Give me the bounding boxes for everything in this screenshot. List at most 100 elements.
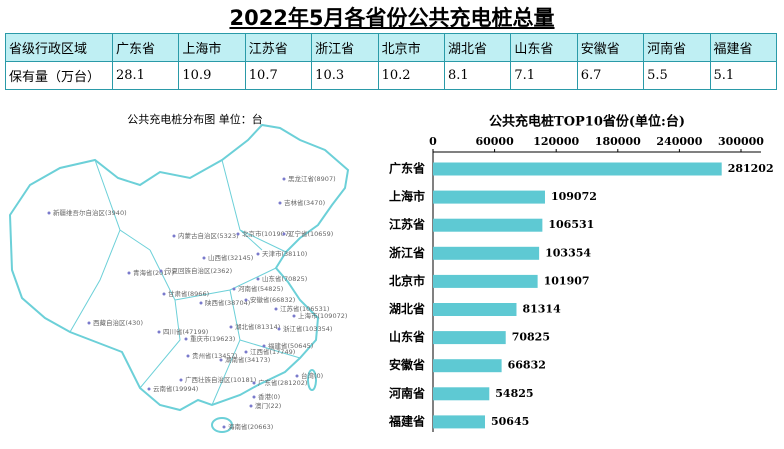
bar xyxy=(433,218,543,232)
bar xyxy=(433,359,502,373)
value-label: 106531 xyxy=(548,218,594,231)
table-cell: 北京市 xyxy=(377,33,445,62)
value-label: 70825 xyxy=(512,331,550,344)
map-label: 安徽省(66832) xyxy=(250,295,295,304)
map-borders xyxy=(69,159,301,406)
value-label: 101907 xyxy=(544,274,590,287)
map-dot xyxy=(244,350,248,354)
value-label: 50645 xyxy=(491,415,529,428)
table-cell: 湖北省 xyxy=(443,33,512,62)
value-label: 281202 xyxy=(728,162,774,175)
data-table: 省级行政区域 广东省 上海市 江苏省 浙江省 北京市 湖北省 山东省 安徽省 河南省 福建省 保有量（… xyxy=(5,33,778,90)
map-label: 河南省(54825) xyxy=(238,284,283,293)
map-dot xyxy=(295,374,299,378)
value-label: 81314 xyxy=(522,303,561,316)
map-dot xyxy=(159,269,163,273)
hainan xyxy=(211,417,233,433)
map-label: 广西壮族自治区(10181) xyxy=(185,375,256,384)
x-tick-label: 60000 xyxy=(475,135,514,148)
table-cell: 6.7 xyxy=(576,61,645,90)
map-dot xyxy=(186,354,190,358)
taiwan xyxy=(307,369,317,391)
map-dot xyxy=(232,287,236,291)
y-tick-label: 江苏省 xyxy=(389,217,425,232)
map-dot xyxy=(219,358,223,362)
map-label: 天津市(38110) xyxy=(262,249,307,258)
value-label: 66832 xyxy=(508,359,546,372)
x-tick-label: 120000 xyxy=(533,135,579,148)
value-label: 54825 xyxy=(495,387,533,400)
map-dot xyxy=(282,232,286,236)
bar xyxy=(433,190,545,204)
table-cell: 保有量（万台） xyxy=(5,61,113,90)
value-label: 109072 xyxy=(551,190,597,203)
x-tick-label: 240000 xyxy=(656,135,702,148)
y-tick-label: 广东省 xyxy=(389,161,425,176)
map-dot xyxy=(277,327,281,331)
bar xyxy=(433,415,485,429)
map-label: 山东省(70825) xyxy=(262,274,307,283)
table-cell: 福建省 xyxy=(709,33,778,62)
map-dot xyxy=(87,321,91,325)
table-cell: 10.9 xyxy=(178,61,246,90)
map-dot xyxy=(222,425,226,429)
bar xyxy=(433,274,538,288)
map-dot xyxy=(274,307,278,311)
table-cell: 10.7 xyxy=(244,61,313,90)
table-cell: 28.1 xyxy=(111,61,180,90)
map-label: 辽宁省(10659) xyxy=(288,229,333,238)
table-cell: 5.1 xyxy=(709,61,778,90)
map-dot xyxy=(256,277,260,281)
map-label: 湖北省(81314) xyxy=(235,322,280,331)
table-cell: 7.1 xyxy=(510,61,578,90)
map-label: 香港(0) xyxy=(258,392,280,401)
y-tick-label: 北京市 xyxy=(389,273,425,288)
table-cell: 安徽省 xyxy=(576,33,645,62)
map-dot xyxy=(249,404,253,408)
chart-title: 公共充电桩TOP10省份(单位:台) xyxy=(489,114,685,130)
map-label: 江西省(17749) xyxy=(250,347,295,356)
map-label: 山西省(32145) xyxy=(208,253,253,262)
map-dot xyxy=(47,211,51,215)
map-label: 陕西省(38704) xyxy=(205,298,250,307)
y-tick-label: 安徽省 xyxy=(389,357,425,372)
map-dot xyxy=(256,252,260,256)
map-label: 新疆维吾尔自治区(3940) xyxy=(53,208,127,217)
table-cell: 浙江省 xyxy=(311,33,379,62)
map-label: 内蒙古自治区(5323) xyxy=(178,231,239,240)
y-tick-label: 福建省 xyxy=(388,413,425,428)
table-cell: 省级行政区域 xyxy=(5,33,113,62)
map-dot xyxy=(199,301,203,305)
map-label: 广东省(281202) xyxy=(258,378,307,387)
map-label: 北京市(101907) xyxy=(242,229,291,238)
map-label: 四川省(47199) xyxy=(163,327,208,336)
map-dot xyxy=(162,292,166,296)
x-tick-label: 0 xyxy=(429,135,437,148)
map-label: 澳门(22) xyxy=(255,401,281,410)
table-cell: 5.5 xyxy=(643,61,711,90)
map-title: 公共充电桩分布图 单位：台 xyxy=(127,112,263,126)
table-cell: 10.3 xyxy=(311,61,379,90)
map-label: 台湾(0) xyxy=(301,371,323,380)
map-dot xyxy=(147,387,151,391)
map-dot xyxy=(262,344,266,348)
map-dot xyxy=(278,201,282,205)
map-label: 海南省(20663) xyxy=(228,422,273,431)
bar xyxy=(433,303,517,316)
table-row: 省级行政区域 广东省 上海市 江苏省 浙江省 北京市 湖北省 山东省 安徽省 河南省 福建省 xyxy=(5,33,778,62)
map-dot xyxy=(157,330,161,334)
page-title: 2022年5月各省份公共充电桩总量 xyxy=(229,6,555,30)
y-tick-label: 河南省 xyxy=(388,385,425,400)
map-label: 湖南省(34173) xyxy=(225,355,270,364)
map-label: 西藏自治区(430) xyxy=(93,318,143,327)
map-dot xyxy=(172,234,176,238)
map-label: 江苏省(106531) xyxy=(280,304,329,313)
map-label: 青海省(2017) xyxy=(133,268,174,277)
y-tick-label: 湖北省 xyxy=(389,301,425,316)
map-dot xyxy=(282,177,286,181)
map-label: 吉林省(3470) xyxy=(284,198,325,207)
map-label: 上海市(109072) xyxy=(298,311,347,320)
map-dot xyxy=(179,378,183,382)
y-tick-label: 浙江省 xyxy=(389,245,425,260)
